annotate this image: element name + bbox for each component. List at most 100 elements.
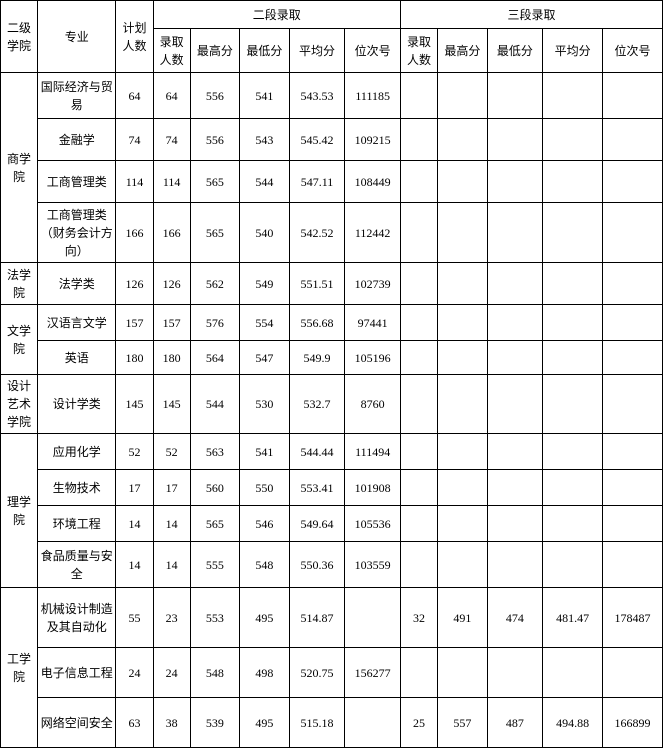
cell bbox=[345, 588, 401, 648]
table-row: 设计艺术学院 设计学类 145 145 544 530 532.7 8760 bbox=[1, 375, 663, 434]
cell: 548 bbox=[190, 648, 239, 698]
cell bbox=[401, 119, 438, 161]
cell bbox=[543, 470, 603, 506]
cell bbox=[438, 648, 487, 698]
cell: 156277 bbox=[345, 648, 401, 698]
cell: 550 bbox=[240, 470, 289, 506]
hdr-section2: 二段录取 bbox=[153, 1, 400, 29]
cell: 543.53 bbox=[289, 73, 345, 119]
cell-major: 环境工程 bbox=[38, 506, 116, 542]
cell: 565 bbox=[190, 161, 239, 203]
cell bbox=[487, 161, 543, 203]
admission-table: 二级学院 专业 计划人数 二段录取 三段录取 录取人数 最高分 最低分 平均分 … bbox=[0, 0, 663, 748]
cell bbox=[401, 506, 438, 542]
cell bbox=[487, 73, 543, 119]
cell bbox=[543, 341, 603, 375]
cell: 556 bbox=[190, 119, 239, 161]
hdr-max2: 最高分 bbox=[190, 29, 239, 73]
cell: 545.42 bbox=[289, 119, 345, 161]
cell: 145 bbox=[116, 375, 153, 434]
cell: 114 bbox=[116, 161, 153, 203]
cell-major: 英语 bbox=[38, 341, 116, 375]
cell bbox=[487, 506, 543, 542]
cell bbox=[487, 263, 543, 305]
cell bbox=[543, 305, 603, 341]
cell bbox=[543, 506, 603, 542]
cell bbox=[603, 73, 663, 119]
cell: 111185 bbox=[345, 73, 401, 119]
cell: 548 bbox=[240, 542, 289, 588]
cell: 24 bbox=[116, 648, 153, 698]
cell: 64 bbox=[153, 73, 190, 119]
header-row-1: 二级学院 专业 计划人数 二段录取 三段录取 bbox=[1, 1, 663, 29]
cell bbox=[603, 542, 663, 588]
cell bbox=[603, 434, 663, 470]
cell bbox=[603, 375, 663, 434]
cell: 17 bbox=[153, 470, 190, 506]
cell: 551.51 bbox=[289, 263, 345, 305]
hdr-rank3: 位次号 bbox=[603, 29, 663, 73]
cell-college: 商学院 bbox=[1, 73, 38, 263]
table-row: 文学院 汉语言文学 157 157 576 554 556.68 97441 bbox=[1, 305, 663, 341]
cell bbox=[603, 263, 663, 305]
cell-college: 设计艺术学院 bbox=[1, 375, 38, 434]
cell bbox=[438, 305, 487, 341]
hdr-max3: 最高分 bbox=[438, 29, 487, 73]
cell: 540 bbox=[240, 203, 289, 263]
cell: 532.7 bbox=[289, 375, 345, 434]
table-row: 食品质量与安全 14 14 555 548 550.36 103559 bbox=[1, 542, 663, 588]
cell-major: 汉语言文学 bbox=[38, 305, 116, 341]
table-row: 商学院 国际经济与贸易 64 64 556 541 543.53 111185 bbox=[1, 73, 663, 119]
cell: 126 bbox=[116, 263, 153, 305]
cell bbox=[401, 470, 438, 506]
cell bbox=[543, 434, 603, 470]
cell: 14 bbox=[116, 542, 153, 588]
cell bbox=[438, 203, 487, 263]
cell: 157 bbox=[116, 305, 153, 341]
cell: 145 bbox=[153, 375, 190, 434]
cell: 166 bbox=[153, 203, 190, 263]
cell bbox=[401, 161, 438, 203]
cell: 550.36 bbox=[289, 542, 345, 588]
cell: 553.41 bbox=[289, 470, 345, 506]
cell bbox=[543, 161, 603, 203]
table-body: 商学院 国际经济与贸易 64 64 556 541 543.53 111185 … bbox=[1, 73, 663, 748]
cell: 495 bbox=[240, 698, 289, 748]
cell: 102739 bbox=[345, 263, 401, 305]
cell bbox=[603, 506, 663, 542]
cell bbox=[438, 470, 487, 506]
table-row: 法学院 法学类 126 126 562 549 551.51 102739 bbox=[1, 263, 663, 305]
cell: 520.75 bbox=[289, 648, 345, 698]
cell: 97441 bbox=[345, 305, 401, 341]
cell bbox=[487, 648, 543, 698]
cell: 63 bbox=[116, 698, 153, 748]
cell: 576 bbox=[190, 305, 239, 341]
cell: 112442 bbox=[345, 203, 401, 263]
cell bbox=[543, 648, 603, 698]
cell bbox=[401, 263, 438, 305]
cell: 556 bbox=[190, 73, 239, 119]
cell bbox=[603, 119, 663, 161]
cell: 8760 bbox=[345, 375, 401, 434]
hdr-rank2: 位次号 bbox=[345, 29, 401, 73]
cell: 74 bbox=[153, 119, 190, 161]
cell-major: 工商管理类（财务会计方向） bbox=[38, 203, 116, 263]
table-row: 英语 180 180 564 547 549.9 105196 bbox=[1, 341, 663, 375]
cell bbox=[603, 161, 663, 203]
cell bbox=[487, 305, 543, 341]
cell bbox=[543, 542, 603, 588]
cell bbox=[487, 341, 543, 375]
cell bbox=[438, 73, 487, 119]
hdr-avg3: 平均分 bbox=[543, 29, 603, 73]
hdr-admit2: 录取人数 bbox=[153, 29, 190, 73]
cell-major: 生物技术 bbox=[38, 470, 116, 506]
cell bbox=[401, 203, 438, 263]
cell bbox=[487, 375, 543, 434]
cell bbox=[603, 648, 663, 698]
cell: 542.52 bbox=[289, 203, 345, 263]
cell: 108449 bbox=[345, 161, 401, 203]
cell bbox=[345, 698, 401, 748]
cell: 491 bbox=[438, 588, 487, 648]
cell: 565 bbox=[190, 203, 239, 263]
table-row: 生物技术 17 17 560 550 553.41 101908 bbox=[1, 470, 663, 506]
